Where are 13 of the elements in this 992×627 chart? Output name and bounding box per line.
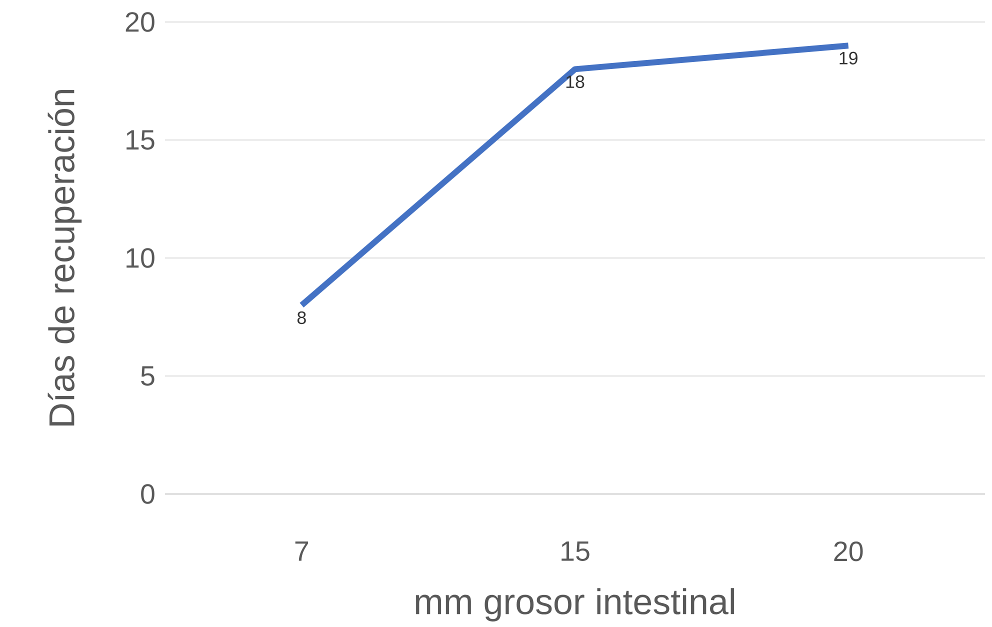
y-tick-label: 5 bbox=[141, 366, 154, 386]
y-tick-label: 20 bbox=[126, 12, 154, 32]
y-tick-label: 10 bbox=[126, 248, 154, 268]
x-tick-label: 7 bbox=[295, 542, 308, 561]
y-axis-title: Días de recuperación bbox=[48, 90, 82, 426]
y-tick-label: 15 bbox=[126, 130, 154, 150]
x-tick-label: 15 bbox=[562, 542, 590, 561]
x-axis-title: mm grosor intestinal bbox=[416, 588, 734, 622]
data-label: 8 bbox=[297, 311, 306, 324]
data-label: 18 bbox=[566, 75, 584, 88]
y-tick-label: 0 bbox=[141, 484, 154, 504]
x-tick-label: 20 bbox=[834, 542, 863, 562]
data-label: 19 bbox=[840, 52, 858, 64]
